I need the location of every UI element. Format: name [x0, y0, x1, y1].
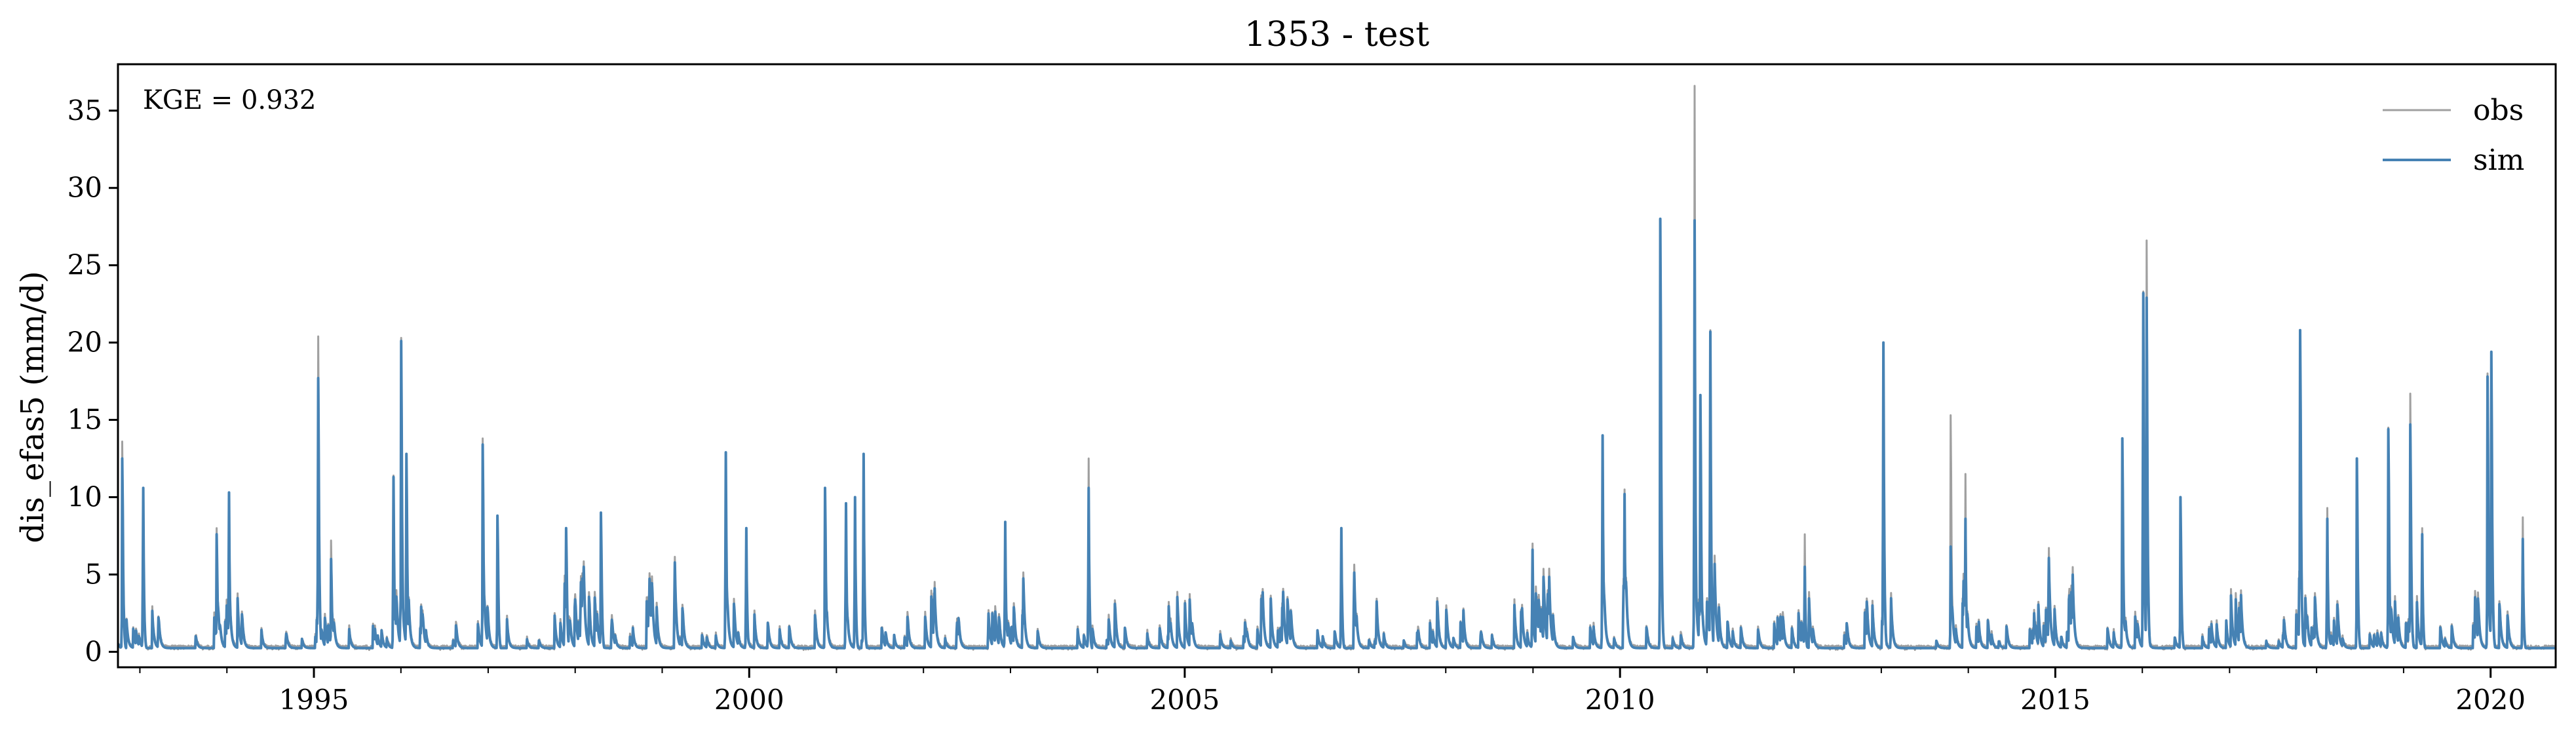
x-tick-label: 2000	[714, 684, 784, 716]
y-tick-label: 0	[85, 635, 102, 667]
y-tick-label: 20	[67, 326, 102, 359]
y-tick-label: 35	[67, 94, 102, 127]
x-axis: 1995 2000 2005 2010 2015 2020	[139, 667, 2526, 716]
kge-annotation: KGE = 0.932	[143, 85, 317, 115]
y-axis-label: dis_efas5 (mm/d)	[14, 271, 51, 543]
y-tick-label: 5	[85, 558, 102, 590]
y-tick-label: 25	[67, 249, 102, 281]
legend-label-obs: obs	[2473, 94, 2524, 127]
series-layer	[118, 85, 2556, 652]
plot-area	[118, 85, 2556, 652]
x-tick-label: 2010	[1585, 684, 1655, 716]
x-tick-label: 2020	[2455, 684, 2526, 716]
y-axis: 0 5 10 15 20 25 30 35	[67, 94, 118, 667]
legend-label-sim: sim	[2473, 144, 2524, 177]
y-tick-label: 10	[67, 481, 102, 513]
x-tick-label: 2015	[2020, 684, 2090, 716]
x-tick-label: 1995	[279, 684, 349, 716]
plot-frame	[117, 63, 2557, 669]
x-tick-label: 2005	[1149, 684, 1220, 716]
chart-title: 1353 - test	[1244, 15, 1429, 54]
series-line-sim	[118, 217, 2556, 650]
legend: obs sim	[2383, 94, 2524, 177]
y-tick-label: 15	[67, 404, 102, 436]
y-tick-label: 30	[67, 172, 102, 204]
